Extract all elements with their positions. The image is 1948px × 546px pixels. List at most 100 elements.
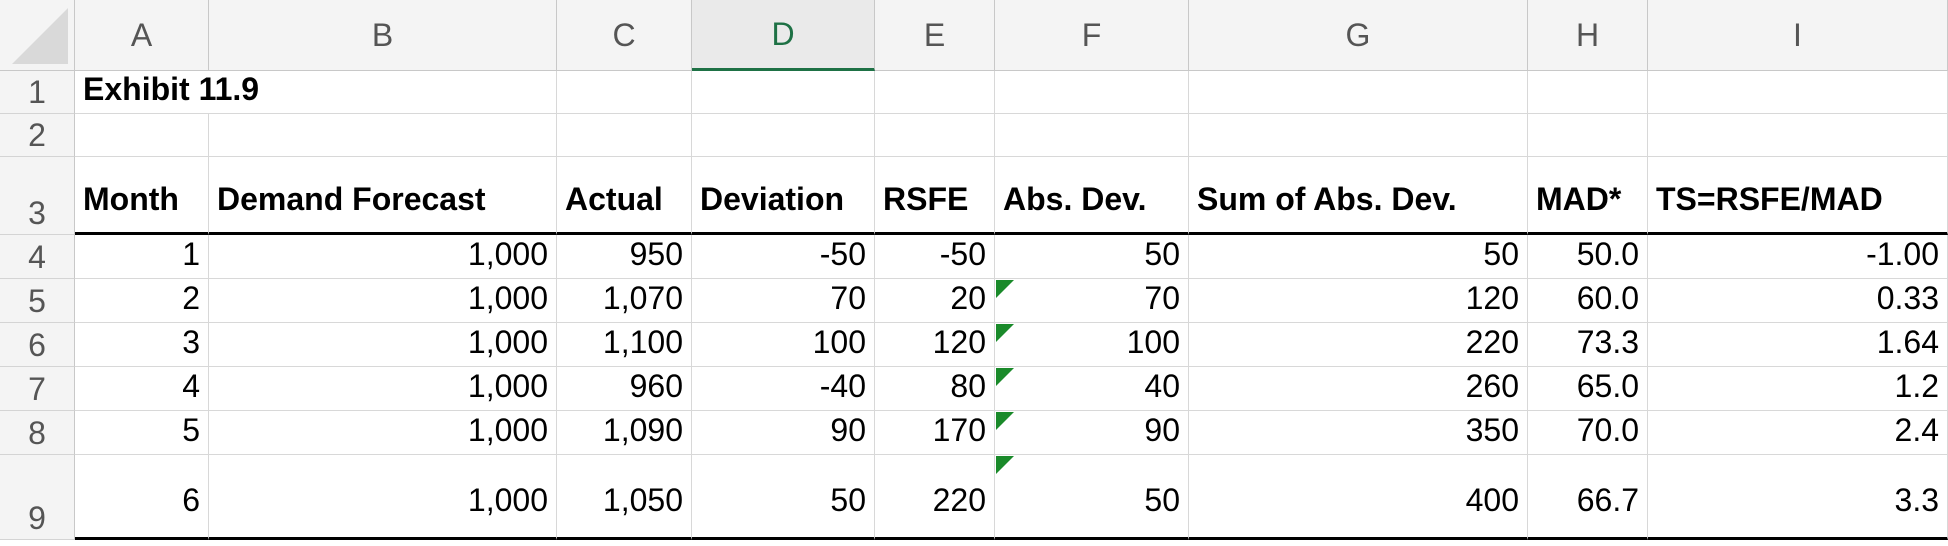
data-cell-g8[interactable]: 350 — [1189, 411, 1528, 455]
header-cell-i[interactable]: TS=RSFE/MAD — [1648, 157, 1948, 235]
cell-i2[interactable] — [1648, 114, 1948, 157]
data-cell-e5[interactable]: 20 — [875, 279, 995, 323]
cell-f2[interactable] — [995, 114, 1189, 157]
data-cell-i9[interactable]: 3.3 — [1648, 455, 1948, 540]
data-cell-c5[interactable]: 1,070 — [557, 279, 692, 323]
cell-g1[interactable] — [1189, 71, 1528, 114]
row-header-4[interactable]: 4 — [0, 235, 75, 279]
error-indicator-icon[interactable] — [996, 456, 1014, 474]
header-cell-d[interactable]: Deviation — [692, 157, 875, 235]
data-cell-b8[interactable]: 1,000 — [209, 411, 557, 455]
data-cell-g5[interactable]: 120 — [1189, 279, 1528, 323]
data-cell-e9[interactable]: 220 — [875, 455, 995, 540]
row-header-1[interactable]: 1 — [0, 71, 75, 114]
data-cell-a7[interactable]: 4 — [75, 367, 209, 411]
data-cell-d8[interactable]: 90 — [692, 411, 875, 455]
column-header-d[interactable]: D — [692, 0, 875, 71]
data-cell-f4[interactable]: 50 — [995, 235, 1189, 279]
data-cell-a5[interactable]: 2 — [75, 279, 209, 323]
data-cell-c6[interactable]: 1,100 — [557, 323, 692, 367]
column-header-h[interactable]: H — [1528, 0, 1648, 71]
data-cell-c8[interactable]: 1,090 — [557, 411, 692, 455]
data-cell-b5[interactable]: 1,000 — [209, 279, 557, 323]
data-cell-d9[interactable]: 50 — [692, 455, 875, 540]
data-cell-i5[interactable]: 0.33 — [1648, 279, 1948, 323]
row-header-6[interactable]: 6 — [0, 323, 75, 367]
data-cell-i6[interactable]: 1.64 — [1648, 323, 1948, 367]
data-cell-f9[interactable]: 50 — [995, 455, 1189, 540]
data-cell-f8[interactable]: 90 — [995, 411, 1189, 455]
row-header-5[interactable]: 5 — [0, 279, 75, 323]
data-cell-d5[interactable]: 70 — [692, 279, 875, 323]
data-cell-d7[interactable]: -40 — [692, 367, 875, 411]
data-cell-e6[interactable]: 120 — [875, 323, 995, 367]
cell-h2[interactable] — [1528, 114, 1648, 157]
data-cell-f5[interactable]: 70 — [995, 279, 1189, 323]
column-header-g[interactable]: G — [1189, 0, 1528, 71]
error-indicator-icon[interactable] — [996, 412, 1014, 430]
data-cell-h8[interactable]: 70.0 — [1528, 411, 1648, 455]
data-cell-b7[interactable]: 1,000 — [209, 367, 557, 411]
data-cell-i7[interactable]: 1.2 — [1648, 367, 1948, 411]
exhibit-title-cell[interactable]: Exhibit 11.9 — [75, 71, 259, 114]
cell-g2[interactable] — [1189, 114, 1528, 157]
cell-b2[interactable] — [209, 114, 557, 157]
column-header-b[interactable]: B — [209, 0, 557, 71]
header-cell-f[interactable]: Abs. Dev. — [995, 157, 1189, 235]
data-cell-h6[interactable]: 73.3 — [1528, 323, 1648, 367]
cell-a2[interactable] — [75, 114, 209, 157]
column-header-i[interactable]: I — [1648, 0, 1948, 71]
data-cell-b4[interactable]: 1,000 — [209, 235, 557, 279]
data-cell-c4[interactable]: 950 — [557, 235, 692, 279]
data-cell-h5[interactable]: 60.0 — [1528, 279, 1648, 323]
data-cell-c9[interactable]: 1,050 — [557, 455, 692, 540]
cell-e2[interactable] — [875, 114, 995, 157]
column-header-c[interactable]: C — [557, 0, 692, 71]
cell-e1[interactable] — [875, 71, 995, 114]
cell-f1[interactable] — [995, 71, 1189, 114]
row-header-9[interactable]: 9 — [0, 455, 75, 540]
header-cell-h[interactable]: MAD* — [1528, 157, 1648, 235]
header-cell-a[interactable]: Month — [75, 157, 209, 235]
data-cell-i4[interactable]: -1.00 — [1648, 235, 1948, 279]
data-cell-d4[interactable]: -50 — [692, 235, 875, 279]
row-header-8[interactable]: 8 — [0, 411, 75, 455]
data-cell-a8[interactable]: 5 — [75, 411, 209, 455]
error-indicator-icon[interactable] — [996, 324, 1014, 342]
data-cell-a4[interactable]: 1 — [75, 235, 209, 279]
row-header-3[interactable]: 3 — [0, 157, 75, 235]
data-cell-e7[interactable]: 80 — [875, 367, 995, 411]
column-header-e[interactable]: E — [875, 0, 995, 71]
error-indicator-icon[interactable] — [996, 368, 1014, 386]
data-cell-i8[interactable]: 2.4 — [1648, 411, 1948, 455]
data-cell-g6[interactable]: 220 — [1189, 323, 1528, 367]
row-header-2[interactable]: 2 — [0, 114, 75, 157]
data-cell-b9[interactable]: 1,000 — [209, 455, 557, 540]
cell-i1[interactable] — [1648, 71, 1948, 114]
data-cell-a6[interactable]: 3 — [75, 323, 209, 367]
data-cell-g4[interactable]: 50 — [1189, 235, 1528, 279]
data-cell-g9[interactable]: 400 — [1189, 455, 1528, 540]
header-cell-c[interactable]: Actual — [557, 157, 692, 235]
cell-d1[interactable] — [692, 71, 875, 114]
column-header-a[interactable]: A — [75, 0, 209, 71]
header-cell-e[interactable]: RSFE — [875, 157, 995, 235]
cell-d2[interactable] — [692, 114, 875, 157]
data-cell-f6[interactable]: 100 — [995, 323, 1189, 367]
data-cell-c7[interactable]: 960 — [557, 367, 692, 411]
cell-b1[interactable] — [209, 71, 557, 114]
cell-c2[interactable] — [557, 114, 692, 157]
select-all-corner[interactable] — [0, 0, 75, 71]
header-cell-g[interactable]: Sum of Abs. Dev. — [1189, 157, 1528, 235]
cell-c1[interactable] — [557, 71, 692, 114]
data-cell-h4[interactable]: 50.0 — [1528, 235, 1648, 279]
cell-h1[interactable] — [1528, 71, 1648, 114]
data-cell-g7[interactable]: 260 — [1189, 367, 1528, 411]
data-cell-a9[interactable]: 6 — [75, 455, 209, 540]
data-cell-e8[interactable]: 170 — [875, 411, 995, 455]
column-header-f[interactable]: F — [995, 0, 1189, 71]
row-header-7[interactable]: 7 — [0, 367, 75, 411]
data-cell-h9[interactable]: 66.7 — [1528, 455, 1648, 540]
data-cell-b6[interactable]: 1,000 — [209, 323, 557, 367]
header-cell-b[interactable]: Demand Forecast — [209, 157, 557, 235]
